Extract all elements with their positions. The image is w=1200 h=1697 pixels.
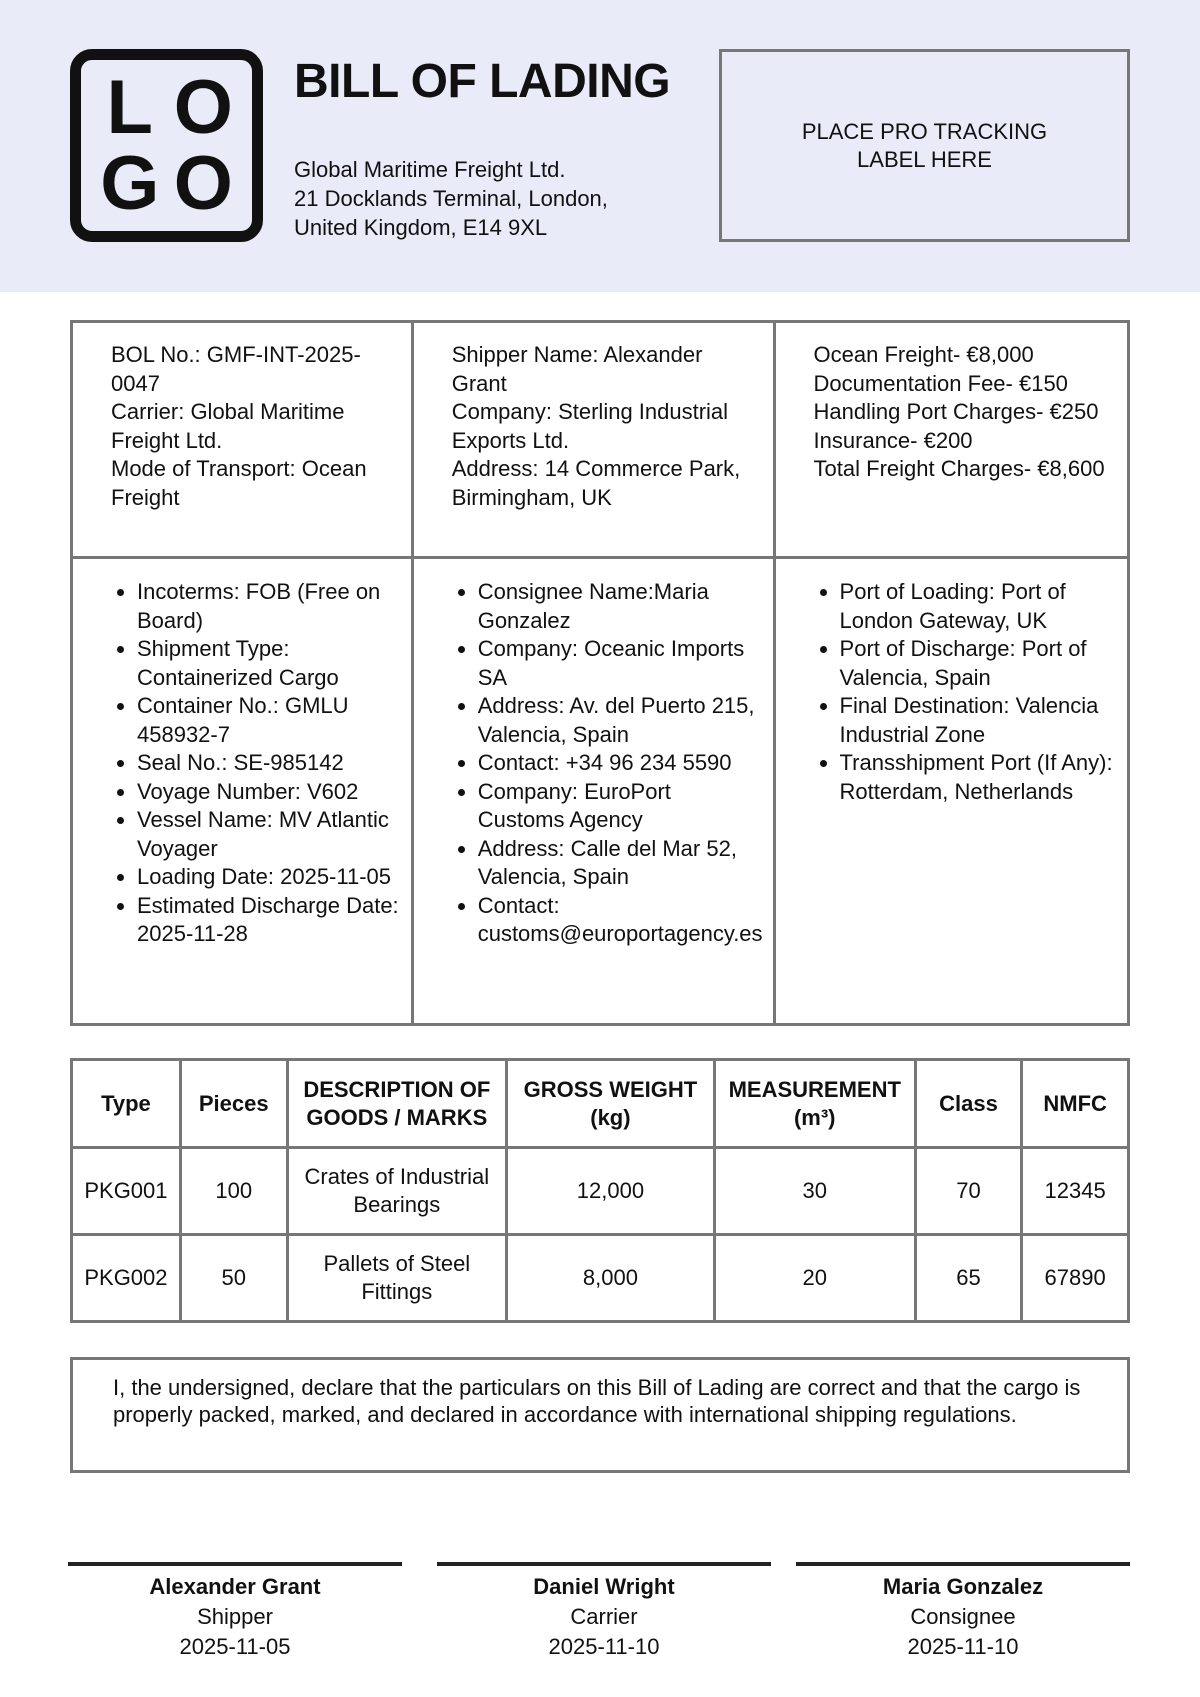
table-row: PKG002 50 Pallets of Steel Fittings 8,000 20… [70,1233,1130,1323]
address-line: Global Maritime Freight Ltd. [294,157,566,182]
shipper-cell: Shipper Name: Alexander Grant Company: St… [410,320,776,559]
info-line: Company: Sterling Industrial Exports Ltd… [451,399,729,453]
signature-date: 2025-11-10 [548,1634,660,1659]
signature-carrier: Daniel Wright Carrier 2025-11-10 [437,1562,771,1662]
declaration-box: I, the undersigned, declare that the par… [70,1357,1130,1473]
list-item: Consignee Name:Maria Gonzalez [478,578,763,635]
table-cell: 67890 [1020,1233,1130,1323]
signer-name: Maria Gonzalez [882,1574,1044,1599]
table-cell: 50 [178,1233,289,1323]
tracking-label-box: PLACE PRO TRACKING LABEL HERE [719,49,1130,242]
ports-list: Port of Loading: Port of London Gateway,… [804,578,1117,806]
column-header: Class [913,1058,1024,1149]
table-cell: 12345 [1020,1146,1130,1236]
table-cell: 65 [913,1233,1024,1323]
logo-letter: G [100,141,160,226]
table-cell: 8,000 [505,1233,716,1323]
list-item: Contact: +34 96 234 5590 [478,749,763,778]
charges-cell: Ocean Freight- €8,000 Documentation Fee- … [772,320,1131,559]
goods-header-row: Type Pieces DESCRIPTION OF GOODS / MARKS GR… [70,1058,1130,1149]
list-item: Voyage Number: V602 [137,778,401,807]
tracking-label-text: PLACE PRO TRACKING [801,118,1048,144]
info-line: Mode of Transport: Ocean Freight [111,456,367,510]
list-item: Contact: customs@europortagency.es [478,892,763,949]
column-header: NMFC [1020,1058,1130,1149]
list-item: Estimated Discharge Date: 2025-11-28 [137,892,401,949]
info-line: Handling Port Charges- €250 [813,399,1099,424]
shipment-details-cell: Incoterms: FOB (Free on Board)Shipment T… [70,556,414,1026]
list-item: Port of Discharge: Port of Valencia, Spa… [840,635,1117,692]
column-header: DESCRIPTION OF GOODS / MARKS [285,1058,509,1149]
info-line: Shipper Name: Alexander Grant [451,342,703,396]
consignee-cell: Consignee Name:Maria GonzalezCompany: Oc… [410,556,776,1026]
company-logo: L O G O [70,49,263,242]
shipment-info-table: BOL No.: GMF-INT-2025-0047 Carrier: Globa… [70,320,1131,1026]
info-line: Ocean Freight- €8,000 [813,342,1034,367]
signer-name: Alexander Grant [149,1574,321,1599]
list-item: Port of Loading: Port of London Gateway,… [840,578,1117,635]
table-cell: 100 [178,1146,289,1236]
goods-table: Type Pieces DESCRIPTION OF GOODS / MARKS GR… [70,1058,1130,1323]
table-cell: 20 [712,1233,917,1323]
signer-name: Daniel Wright [533,1574,675,1599]
list-item: Container No.: GMLU 458932-7 [137,692,401,749]
list-item: Address: Calle del Mar 52, Valencia, Spa… [478,835,763,892]
bol-details-cell: BOL No.: GMF-INT-2025-0047 Carrier: Globa… [70,320,414,559]
document-title: BILL OF LADING [294,55,671,108]
list-item: Vessel Name: MV Atlantic Voyager [137,806,401,863]
ports-cell: Port of Loading: Port of London Gateway,… [772,556,1131,1026]
shipment-details-list: Incoterms: FOB (Free on Board)Shipment T… [101,578,401,949]
column-header: MEASUREMENT (m³) [712,1058,917,1149]
table-cell: 12,000 [505,1146,716,1236]
table-cell: Crates of Industrial Bearings [285,1146,509,1236]
signature-consignee: Maria Gonzalez Consignee 2025-11-10 [796,1562,1130,1662]
info-line: Documentation Fee- €150 [813,370,1068,396]
table-cell: PKG001 [70,1146,182,1236]
list-item: Address: Av. del Puerto 215, Valencia, S… [478,692,763,749]
info-line: BOL No.: GMF-INT-2025-0047 [111,342,361,396]
tracking-label-text: LABEL HERE [857,146,992,172]
address-line: United Kingdom, E14 9XL [294,215,548,240]
list-item: Shipment Type: Containerized Cargo [137,635,401,692]
info-line: Carrier: Global Maritime Freight Ltd. [111,399,345,453]
signer-role: Shipper [197,1604,273,1629]
table-cell: 30 [712,1146,917,1236]
logo-letter: L [106,65,153,150]
column-header: Type [70,1058,182,1149]
header-band [0,0,1200,292]
list-item: Company: EuroPort Customs Agency [478,778,763,835]
list-item: Incoterms: FOB (Free on Board) [137,578,401,635]
signature-date: 2025-11-05 [179,1634,291,1659]
list-item: Transshipment Port (If Any): Rotterdam, … [840,749,1117,806]
info-line: Total Freight Charges- €8,600 [813,456,1105,481]
list-item: Final Destination: Valencia Industrial Z… [840,692,1117,749]
logo-letter: O [173,141,233,226]
consignee-list: Consignee Name:Maria GonzalezCompany: Oc… [442,578,763,949]
table-cell: PKG002 [70,1233,182,1323]
list-item: Company: Oceanic Imports SA [478,635,763,692]
column-header: GROSS WEIGHT (kg) [505,1058,716,1149]
signature-date: 2025-11-10 [907,1634,1019,1659]
table-cell: Pallets of Steel Fittings [285,1233,509,1323]
column-header: Pieces [178,1058,289,1149]
table-row: PKG001 100 Crates of Industrial Bearings 12… [70,1146,1130,1236]
table-cell: 70 [913,1146,1024,1236]
signer-role: Consignee [910,1604,1016,1629]
list-item: Seal No.: SE-985142 [137,749,401,778]
list-item: Loading Date: 2025-11-05 [137,863,401,892]
company-address: Global Maritime Freight Ltd. 21 Dockland… [294,155,608,242]
info-line: Insurance- €200 [813,427,973,453]
signature-shipper: Alexander Grant Shipper 2025-11-05 [68,1562,402,1662]
info-line: Address: 14 Commerce Park, Birmingham, U… [451,456,741,510]
address-line: 21 Docklands Terminal, London, [294,186,608,211]
signer-role: Carrier [570,1604,638,1629]
logo-letter: O [173,65,233,150]
